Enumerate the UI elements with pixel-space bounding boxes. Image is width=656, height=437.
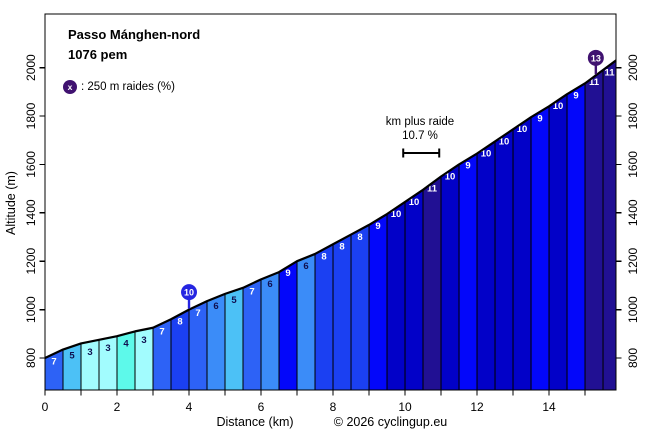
x-tick-label: 8 xyxy=(330,400,337,414)
gradient-bar-label: 3 xyxy=(141,335,146,346)
gradient-bar-label: 9 xyxy=(537,113,542,124)
y-tick-label: 1200 xyxy=(626,248,640,275)
gradient-bar-label: 8 xyxy=(321,251,326,262)
gradient-bar-label: 6 xyxy=(303,261,308,272)
plot-box xyxy=(44,13,617,391)
gradient-bar xyxy=(476,140,496,391)
x-tick-label: 10 xyxy=(398,400,412,414)
gradient-bar-label: 11 xyxy=(589,77,600,88)
steepest-250m-marker-icon: x xyxy=(63,80,77,94)
gradient-bar xyxy=(512,116,532,391)
gradient-bar-label: 9 xyxy=(573,90,578,101)
gradient-bar-label: 11 xyxy=(427,184,438,195)
y-tick-label: 1600 xyxy=(626,151,640,178)
gradient-bar xyxy=(602,59,617,391)
steepest-km-annotation: km plus raide 10.7 % xyxy=(355,115,485,143)
gradient-bar xyxy=(350,224,370,391)
y-tick-label: 1800 xyxy=(626,102,640,129)
chart-title: Passo Mánghen-nord xyxy=(68,27,201,42)
y-tick-label: 2000 xyxy=(626,54,640,81)
gradient-bar-label: 10 xyxy=(445,171,456,182)
gradient-bar-label: 10 xyxy=(499,136,510,147)
gradient-bar-label: 11 xyxy=(604,67,615,78)
gradient-bar-label: 8 xyxy=(339,242,344,253)
y-tick-label: 800 xyxy=(24,348,38,368)
gradient-bar xyxy=(584,69,604,391)
gradient-bar-label: 4 xyxy=(123,338,129,349)
copyright: © 2026 cyclingup.eu xyxy=(333,415,448,429)
gradient-bar-label: 9 xyxy=(285,268,290,279)
gradient-bar xyxy=(566,82,586,391)
gradient-bar xyxy=(368,213,388,391)
steepest-250m-marker-label: 10 xyxy=(184,288,194,298)
gradient-bar-label: 7 xyxy=(159,326,164,337)
gradient-bar xyxy=(440,163,460,391)
gradient-bar-label: 6 xyxy=(267,279,272,290)
y-tick-label: 1000 xyxy=(24,296,38,323)
steepest-km-value: 10.7 % xyxy=(402,130,438,142)
gradient-bar-label: 10 xyxy=(517,124,528,135)
x-axis-label: Distance (km) xyxy=(216,415,294,429)
profile-line xyxy=(44,59,617,359)
gradient-bar xyxy=(332,233,352,391)
x-tick-label: 4 xyxy=(186,400,193,414)
gradient-bar-label: 3 xyxy=(105,343,110,354)
x-tick-label: 2 xyxy=(114,400,121,414)
gradient-bar-label: 6 xyxy=(213,301,218,312)
gradient-bar-label: 9 xyxy=(465,161,470,172)
steepest-250m-marker xyxy=(587,49,604,66)
gradient-bar-label: 10 xyxy=(391,209,402,220)
gradient-bar-label: 8 xyxy=(357,232,362,243)
steepest-km-text: km plus raide xyxy=(385,116,455,128)
x-tick-label: 0 xyxy=(42,400,49,414)
steepest-250m-marker xyxy=(181,284,198,301)
y-tick-label: 800 xyxy=(626,348,640,368)
y-tick-label: 1600 xyxy=(24,151,38,178)
gradient-bar xyxy=(494,128,514,391)
gradient-bar-label: 7 xyxy=(51,357,56,368)
steepest-250m-marker-label: 13 xyxy=(591,53,601,63)
y-axis-label: Altitude (m) xyxy=(4,171,18,235)
gradient-bar-label: 7 xyxy=(249,286,254,297)
gradient-bar-label: 3 xyxy=(87,347,92,358)
gradient-bar xyxy=(530,105,550,391)
gradient-bar xyxy=(404,188,424,391)
gradient-bar xyxy=(314,243,334,391)
gradient-bar-label: 7 xyxy=(195,308,200,319)
gradient-bar xyxy=(296,253,316,391)
legend: x : 250 m raides (%) xyxy=(63,80,175,94)
gradient-bar-label: 5 xyxy=(69,350,75,361)
legend-label: : 250 m raides (%) xyxy=(81,81,175,93)
gradient-bar xyxy=(386,200,406,391)
y-tick-label: 1800 xyxy=(24,102,38,129)
gradient-bar-label: 9 xyxy=(375,221,380,232)
x-tick-label: 6 xyxy=(258,400,265,414)
chart-subtitle: 1076 pem xyxy=(68,47,128,62)
y-tick-label: 1400 xyxy=(24,199,38,226)
y-tick-label: 1400 xyxy=(626,199,640,226)
x-tick-label: 14 xyxy=(542,400,556,414)
gradient-bar xyxy=(548,93,568,391)
y-tick-label: 1000 xyxy=(626,296,640,323)
gradient-bar xyxy=(278,260,298,391)
gradient-bar-label: 8 xyxy=(177,317,182,328)
gradient-bar-label: 10 xyxy=(481,148,492,159)
gradient-bar xyxy=(458,152,478,391)
gradient-bar-label: 5 xyxy=(231,295,237,306)
gradient-bar-label: 10 xyxy=(409,197,420,208)
gradient-bar-label: 10 xyxy=(553,101,564,112)
gradient-bar xyxy=(422,175,442,391)
y-tick-label: 1200 xyxy=(24,248,38,275)
y-tick-label: 2000 xyxy=(24,54,38,81)
x-tick-label: 12 xyxy=(470,400,484,414)
